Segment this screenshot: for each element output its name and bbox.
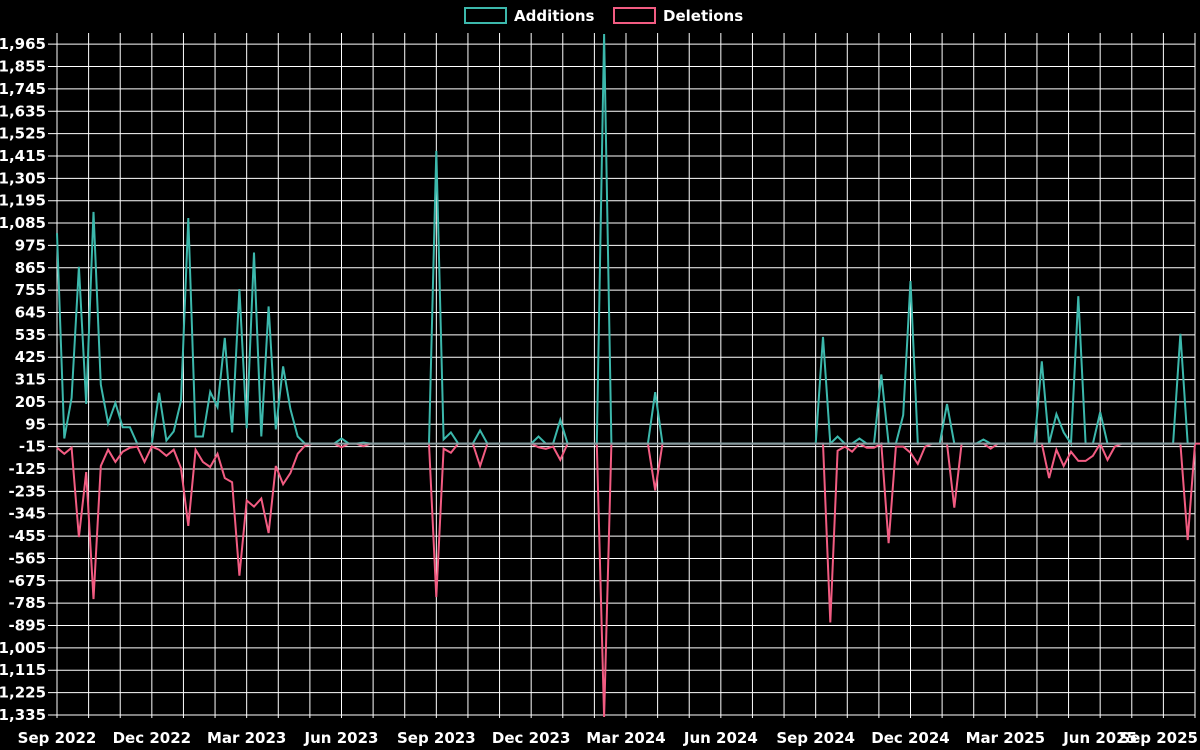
y-tick-label: 755: [15, 281, 46, 299]
x-tick-label: Dec 2023: [492, 729, 571, 747]
y-tick-label: -675: [8, 572, 46, 590]
y-tick-label: 1,415: [0, 147, 46, 165]
y-tick-label: 975: [15, 236, 46, 254]
y-tick-label: -235: [8, 482, 46, 500]
y-tick-label: -785: [8, 594, 46, 612]
legend-swatch-additions: [464, 7, 507, 24]
y-tick-label: -1,225: [0, 684, 46, 702]
y-axis-labels: 1,965 1,855 1,745 1,635 1,525 1,415 1,305 1,195…: [0, 35, 46, 724]
y-tick-label: -565: [8, 549, 46, 567]
legend-label-deletions: Deletions: [663, 7, 743, 25]
x-tick-label: Jun 2024: [683, 729, 758, 747]
y-tick-label: 865: [15, 259, 46, 277]
y-tick-label: 1,085: [0, 214, 46, 232]
y-tick-label: 425: [15, 348, 46, 366]
x-tick-label: Mar 2025: [966, 729, 1045, 747]
x-tick-label: Sep 2023: [397, 729, 476, 747]
legend-item-deletions[interactable]: Deletions: [613, 7, 743, 25]
legend-label-additions: Additions: [514, 7, 595, 25]
y-tick-label: -895: [8, 617, 46, 635]
x-tick-label: Sep 2024: [776, 729, 855, 747]
x-tick-label: Sep 2025: [1119, 729, 1198, 747]
x-tick-label: Dec 2022: [113, 729, 192, 747]
y-tick-label: 1,195: [0, 192, 46, 210]
legend-item-additions[interactable]: Additions: [464, 7, 595, 25]
y-tick-label: 315: [15, 371, 46, 389]
y-tick-label: 95: [25, 415, 46, 433]
y-tick-label: -1,005: [0, 639, 46, 657]
x-tick-label: Mar 2023: [207, 729, 286, 747]
y-tick-label: 1,745: [0, 80, 46, 98]
y-tick-label: 1,525: [0, 125, 46, 143]
y-tick-label: -15: [19, 438, 46, 456]
chart-legend: Additions Deletions: [464, 7, 743, 25]
y-tick-label: 1,305: [0, 169, 46, 187]
y-tick-label: 645: [15, 303, 46, 321]
x-tick-label: Dec 2024: [871, 729, 950, 747]
y-tick-label: 535: [15, 326, 46, 344]
y-tick-label: -1,335: [0, 706, 46, 724]
y-tick-label: -345: [8, 505, 46, 523]
y-tick-label: -1,115: [0, 661, 46, 679]
x-tick-label: Mar 2024: [586, 729, 665, 747]
y-tick-label: 205: [15, 393, 46, 411]
x-axis-labels: Sep 2022 Dec 2022 Mar 2023 Jun 2023 Sep 2023…: [18, 729, 1198, 747]
y-tick-label: 1,635: [0, 102, 46, 120]
legend-swatch-deletions: [613, 7, 656, 24]
x-tick-label: Jun 2025: [1062, 729, 1137, 747]
y-tick-label: 1,965: [0, 35, 46, 53]
y-tick-label: -125: [8, 460, 46, 478]
y-tick-label: 1,855: [0, 58, 46, 76]
x-tick-label: Sep 2022: [18, 729, 97, 747]
y-tick-label: -455: [8, 527, 46, 545]
x-tick-label: Jun 2023: [304, 729, 379, 747]
